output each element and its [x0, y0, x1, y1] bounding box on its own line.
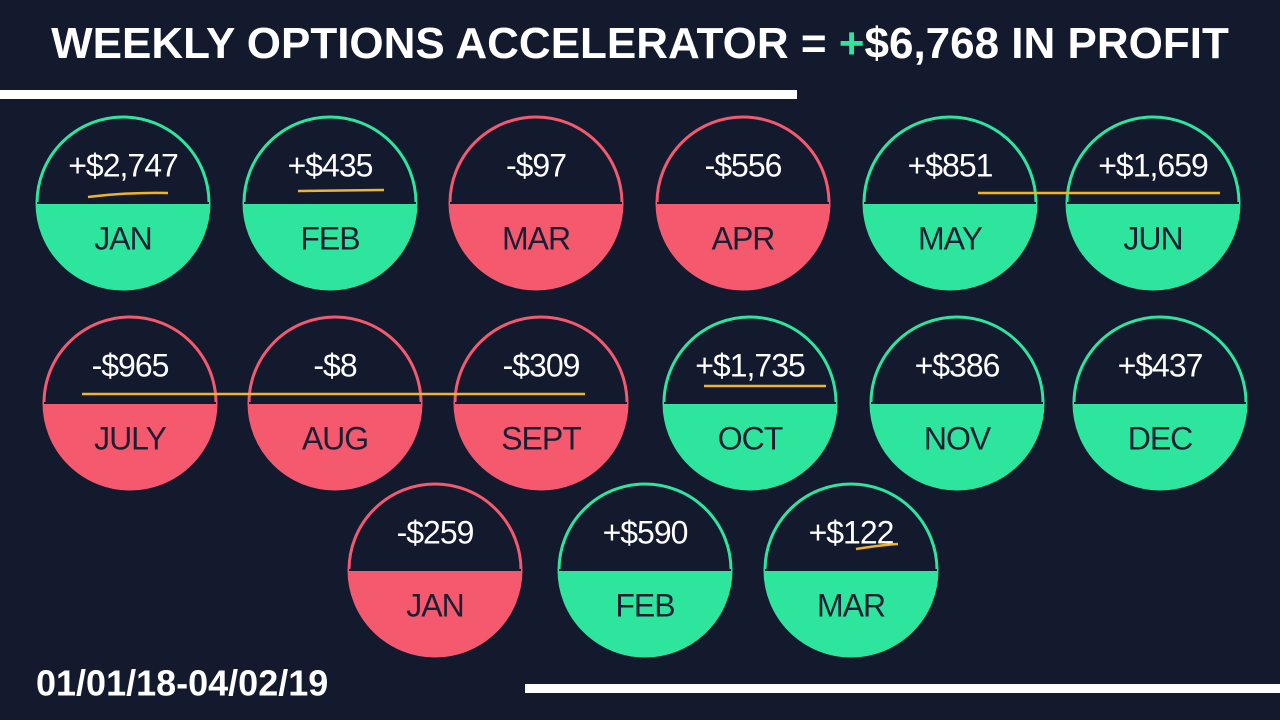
month-label: APR: [712, 220, 775, 256]
month-value: +$1,659: [1098, 147, 1208, 183]
month-circle: -$309 SEPT: [453, 315, 629, 491]
circle-bottom: [450, 203, 622, 289]
month-value: -$259: [397, 514, 474, 550]
title-amount: $6,768 IN PROFIT: [865, 19, 1229, 68]
month-label: MAY: [918, 220, 983, 256]
month-value: +$590: [603, 514, 688, 550]
circle-bottom: [455, 403, 627, 489]
month-circle: +$1,659 JUN: [1065, 115, 1241, 291]
month-label: JAN: [94, 220, 151, 256]
circle-bottom: [765, 570, 937, 656]
month-label: NOV: [924, 420, 992, 456]
circle-bottom: [37, 203, 209, 289]
month-label: JAN: [406, 587, 463, 623]
bottom-bar: [525, 684, 1280, 693]
month-value: -$309: [503, 347, 580, 383]
month-label: FEB: [300, 220, 359, 256]
date-range: 01/01/18-04/02/19: [36, 663, 328, 704]
underline: [297, 188, 385, 193]
month-label: MAR: [817, 587, 885, 623]
circle-bottom: [864, 203, 1036, 289]
circle-bottom: [1067, 203, 1239, 289]
title: WEEKLY OPTIONS ACCELERATOR = +$6,768 IN …: [51, 19, 1229, 68]
month-value: -$97: [506, 147, 566, 183]
circle-bottom: [44, 403, 216, 489]
circle-bottom: [1074, 403, 1246, 489]
month-circle: +$1,735 OCT: [662, 315, 838, 491]
month-value: -$556: [705, 147, 782, 183]
circle-bottom: [244, 203, 416, 289]
month-circle: -$8 AUG: [247, 315, 423, 491]
month-circle: +$437 DEC: [1072, 315, 1248, 491]
circle-bottom: [657, 203, 829, 289]
month-label: JULY: [94, 420, 167, 456]
month-value: +$435: [288, 147, 373, 183]
circle-bottom: [249, 403, 421, 489]
month-label: OCT: [718, 420, 783, 456]
month-value: +$437: [1118, 347, 1203, 383]
month-circle: +$386 NOV: [869, 315, 1045, 491]
month-circle: +$435 FEB: [242, 115, 418, 291]
month-value: +$1,735: [695, 347, 805, 383]
month-value: +$386: [915, 347, 1000, 383]
month-value: +$851: [908, 147, 993, 183]
month-label: MAR: [502, 220, 570, 256]
month-label: SEPT: [501, 420, 581, 456]
month-label: DEC: [1128, 420, 1193, 456]
top-bar: [0, 90, 797, 99]
month-value: +$2,747: [68, 147, 178, 183]
month-label: JUN: [1123, 220, 1182, 256]
circles: +$2,747 JAN +$435 FEB -$97 MAR -$556 APR +$851 MA…: [35, 115, 1248, 658]
month-circle: +$851 MAY: [862, 115, 1038, 291]
annotations: [82, 188, 1220, 551]
title-text: WEEKLY OPTIONS ACCELERATOR =: [51, 19, 826, 68]
month-circle: -$97 MAR: [448, 115, 624, 291]
month-value: -$8: [313, 347, 356, 383]
month-value: -$965: [92, 347, 169, 383]
month-label: FEB: [615, 587, 674, 623]
month-circle: +$2,747 JAN: [35, 115, 211, 291]
month-circle: -$556 APR: [655, 115, 831, 291]
month-circle: -$259 JAN: [347, 482, 523, 658]
circle-bottom: [871, 403, 1043, 489]
month-circle: +$590 FEB: [557, 482, 733, 658]
circle-bottom: [559, 570, 731, 656]
month-circle: -$965 JULY: [42, 315, 218, 491]
underline: [855, 542, 899, 551]
circle-bottom: [664, 403, 836, 489]
circle-bottom: [349, 570, 521, 656]
underline: [87, 191, 169, 199]
month-label: AUG: [302, 420, 368, 456]
title-plus: +: [839, 19, 865, 68]
